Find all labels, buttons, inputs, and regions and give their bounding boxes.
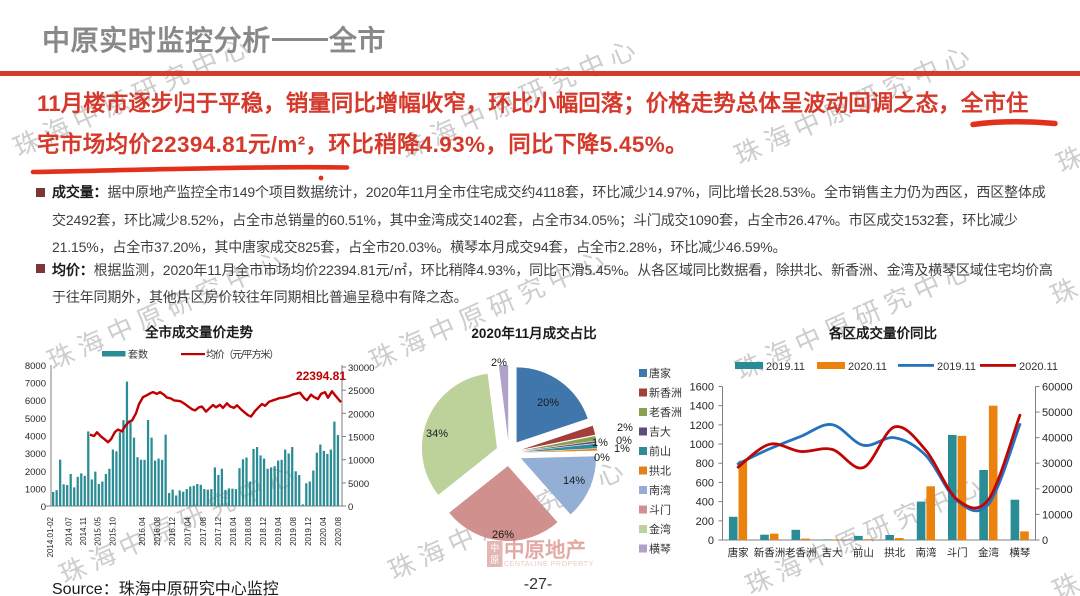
svg-text:南湾: 南湾 [916, 546, 937, 559]
svg-text:2015.05: 2015.05 [94, 516, 103, 545]
svg-text:26%: 26% [492, 529, 514, 541]
svg-text:2020.11: 2020.11 [848, 361, 887, 373]
svg-text:5000: 5000 [348, 479, 369, 490]
svg-text:4000: 4000 [25, 432, 46, 443]
svg-text:2019.11: 2019.11 [937, 361, 976, 373]
svg-text:1400: 1400 [690, 401, 714, 413]
svg-text:1%: 1% [614, 443, 630, 455]
svg-text:0%: 0% [616, 435, 632, 447]
svg-text:5000: 5000 [25, 414, 46, 425]
svg-text:原: 原 [490, 555, 499, 565]
svg-text:2019.04: 2019.04 [274, 516, 283, 545]
svg-text:0%: 0% [594, 452, 610, 464]
svg-text:2000: 2000 [25, 467, 46, 478]
svg-text:2020.04: 2020.04 [319, 516, 328, 545]
svg-text:1000: 1000 [690, 439, 714, 451]
svg-text:200: 200 [696, 516, 714, 528]
svg-text:30000: 30000 [348, 363, 374, 374]
svg-text:0: 0 [708, 535, 714, 547]
svg-text:2%: 2% [491, 357, 507, 369]
svg-text:3000: 3000 [25, 449, 46, 460]
svg-text:斗门: 斗门 [649, 503, 671, 517]
svg-text:前山: 前山 [649, 444, 671, 458]
svg-text:20%: 20% [537, 397, 559, 409]
svg-text:2016.08: 2016.08 [153, 516, 162, 545]
svg-text:中: 中 [490, 542, 499, 553]
svg-text:20000: 20000 [348, 409, 374, 420]
svg-text:斗门: 斗门 [947, 546, 968, 559]
svg-text:各区成交量价同比: 各区成交量价同比 [828, 325, 937, 341]
svg-text:拱北: 拱北 [884, 546, 905, 559]
svg-text:2017.08: 2017.08 [199, 516, 208, 545]
svg-text:2016.04: 2016.04 [138, 516, 147, 545]
svg-text:1200: 1200 [690, 420, 714, 432]
svg-text:50000: 50000 [1042, 407, 1073, 419]
svg-text:10000: 10000 [1042, 509, 1073, 521]
svg-text:2020.08: 2020.08 [334, 516, 343, 545]
svg-text:南湾: 南湾 [649, 483, 671, 497]
svg-text:2%: 2% [617, 422, 633, 434]
svg-text:2018.12: 2018.12 [259, 516, 268, 545]
svg-text:2014.01-02: 2014.01-02 [46, 516, 55, 557]
svg-text:400: 400 [696, 497, 714, 509]
svg-text:7000: 7000 [25, 379, 46, 390]
svg-text:2017.12: 2017.12 [214, 516, 223, 545]
svg-text:前山: 前山 [853, 546, 874, 559]
svg-text:2018.08: 2018.08 [244, 516, 253, 545]
svg-text:2014.07: 2014.07 [65, 516, 74, 545]
svg-text:CENTALINE PROPERTY: CENTALINE PROPERTY [504, 561, 594, 568]
svg-text:2017.04: 2017.04 [183, 516, 192, 545]
svg-text:2020年11月成交占比: 2020年11月成交占比 [471, 325, 596, 341]
svg-text:40000: 40000 [1042, 433, 1073, 445]
svg-text:2014.11: 2014.11 [79, 516, 88, 545]
svg-text:中原地产: 中原地产 [504, 538, 586, 562]
svg-text:0: 0 [1042, 535, 1048, 547]
svg-text:6000: 6000 [25, 396, 46, 407]
svg-text:30000: 30000 [1042, 458, 1073, 470]
svg-text:金湾: 金湾 [978, 546, 999, 559]
svg-text:均价（元/平方米）: 均价（元/平方米） [206, 348, 278, 361]
svg-text:8000: 8000 [25, 361, 46, 372]
svg-text:唐家: 唐家 [728, 546, 749, 559]
svg-text:老香洲: 老香洲 [785, 546, 817, 559]
svg-text:0: 0 [348, 502, 353, 513]
svg-text:金湾: 金湾 [649, 522, 671, 536]
svg-text:1%: 1% [592, 437, 608, 449]
svg-text:600: 600 [696, 477, 714, 489]
svg-text:22394.81: 22394.81 [296, 369, 346, 383]
svg-text:2016.12: 2016.12 [168, 516, 177, 545]
svg-text:套数: 套数 [128, 348, 148, 361]
svg-text:0: 0 [41, 502, 46, 513]
svg-text:10000: 10000 [348, 456, 374, 467]
svg-text:老香洲: 老香洲 [649, 406, 682, 419]
svg-text:2019.08: 2019.08 [289, 516, 298, 545]
svg-text:新香洲: 新香洲 [754, 546, 786, 559]
svg-text:25000: 25000 [348, 386, 374, 397]
svg-text:2015.10: 2015.10 [109, 516, 118, 545]
svg-text:横琴: 横琴 [1009, 546, 1031, 559]
svg-text:2019.12: 2019.12 [304, 516, 313, 545]
svg-text:拱北: 拱北 [649, 464, 671, 478]
svg-text:60000: 60000 [1042, 382, 1073, 394]
svg-text:14%: 14% [563, 475, 585, 487]
svg-text:1000: 1000 [25, 484, 46, 495]
svg-text:2018.04: 2018.04 [229, 516, 238, 545]
svg-text:1600: 1600 [690, 382, 714, 394]
svg-text:横琴: 横琴 [649, 542, 671, 556]
svg-text:新香洲: 新香洲 [649, 386, 682, 400]
svg-text:34%: 34% [426, 428, 448, 440]
svg-text:唐家: 唐家 [649, 366, 671, 380]
svg-text:2020.11: 2020.11 [1019, 361, 1058, 373]
svg-text:20000: 20000 [1042, 484, 1073, 496]
svg-text:吉大: 吉大 [822, 546, 843, 559]
svg-text:吉大: 吉大 [649, 425, 671, 439]
svg-text:2019.11: 2019.11 [766, 361, 805, 373]
svg-text:15000: 15000 [348, 433, 374, 444]
svg-text:全市成交量价走势: 全市成交量价走势 [144, 324, 253, 340]
svg-text:800: 800 [696, 458, 714, 470]
